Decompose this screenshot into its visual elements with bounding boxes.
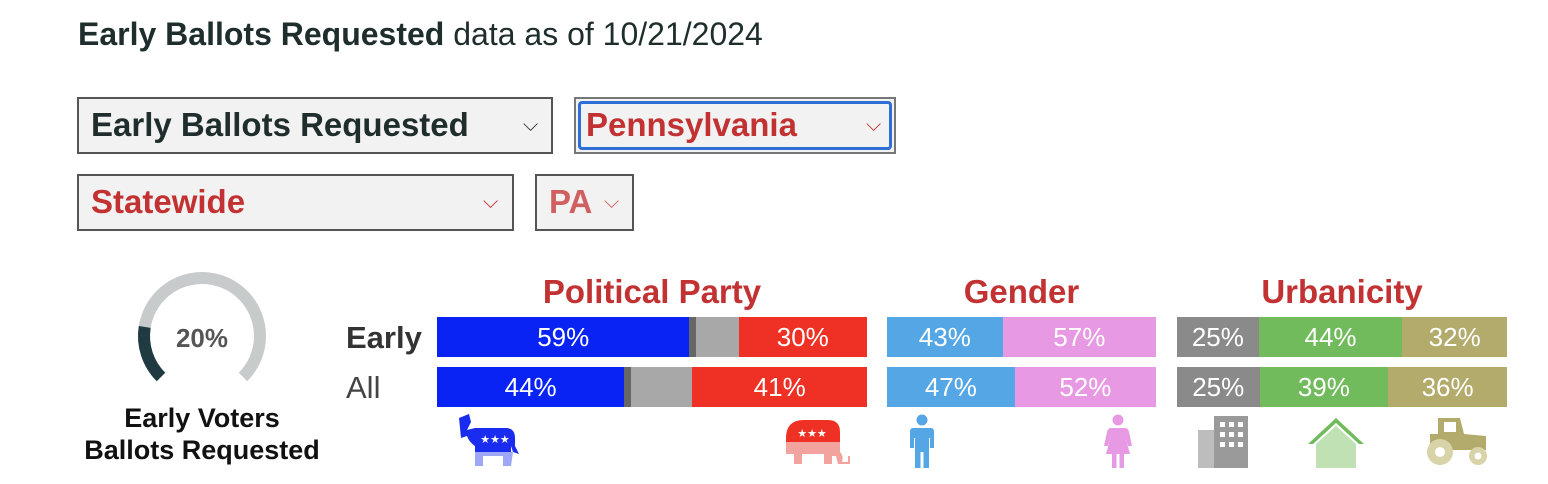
bar-segment-male: 47% — [887, 367, 1015, 407]
chevron-down-icon: ⌵ — [604, 191, 620, 213]
region-select[interactable]: Statewide ⌵ — [77, 174, 514, 231]
party-bar-all: 44% 41% — [437, 367, 867, 407]
svg-text:★★★: ★★★ — [797, 428, 827, 440]
urbanicity-bar-early: 25% 44% 32% — [1177, 317, 1507, 357]
gender-title: Gender — [963, 273, 1080, 310]
bar-segment-suburban: 44% — [1258, 317, 1403, 357]
elephant-icon: ★★★ — [786, 420, 850, 464]
city-icon — [1198, 416, 1248, 468]
row-label-early: Early — [346, 320, 422, 355]
bar-segment-dem: 44% — [437, 367, 625, 407]
gender-bar-early: 43% 57% — [887, 317, 1156, 357]
man-icon — [910, 414, 934, 468]
chevron-down-icon: ⌵ — [483, 191, 499, 213]
gender-bar-all: 47% 52% — [887, 367, 1156, 407]
woman-icon — [1104, 414, 1132, 468]
urbanicity-title: Urbanicity — [1261, 273, 1423, 310]
party-bar-early: 59% 30% — [437, 317, 867, 357]
bar-segment-male: 43% — [887, 317, 1003, 357]
state-select[interactable]: Pennsylvania ⌵ — [574, 97, 896, 154]
bar-segment-urban: 25% — [1177, 367, 1260, 407]
state-code-select[interactable]: PA ⌵ — [535, 174, 634, 231]
gauge-caption-line2: Ballots Requested — [84, 435, 320, 465]
bar-segment-ind — [630, 367, 693, 407]
home-icon — [1308, 418, 1364, 468]
svg-text:★★★: ★★★ — [480, 434, 510, 446]
measure-select-value: Early Ballots Requested — [91, 106, 469, 143]
page-title: Early Ballots Requested data as of 10/21… — [78, 14, 763, 54]
political-party-title: Political Party — [542, 273, 762, 310]
bar-segment-lib — [624, 367, 631, 407]
bar-segment-dem: 59% — [437, 317, 690, 357]
chevron-down-icon: ⌵ — [866, 114, 882, 136]
bar-segment-female: 52% — [1014, 367, 1156, 407]
bar-segment-ind — [695, 317, 739, 357]
gauge-caption-line1: Early Voters — [124, 403, 280, 433]
urbanicity-bar-all: 25% 39% 36% — [1177, 367, 1507, 407]
state-select-value: Pennsylvania — [586, 106, 797, 143]
bar-segment-rural: 36% — [1388, 367, 1507, 407]
state-code-value: PA — [549, 183, 593, 220]
row-label-all: All — [346, 370, 381, 405]
bar-segment-suburban: 39% — [1259, 367, 1389, 407]
bar-segment-urban: 25% — [1177, 317, 1259, 357]
gauge-value: 20% — [176, 323, 228, 353]
early-voters-gauge: 20% — [138, 272, 266, 382]
donkey-icon: ★★★ — [459, 414, 519, 466]
bar-segment-female: 57% — [1002, 317, 1156, 357]
bar-segment-rep: 30% — [738, 317, 867, 357]
tractor-icon — [1427, 418, 1487, 465]
title-date: data as of 10/21/2024 — [444, 16, 763, 52]
chevron-down-icon: ⌵ — [523, 114, 539, 136]
measure-select[interactable]: Early Ballots Requested ⌵ — [77, 97, 553, 154]
region-select-value: Statewide — [91, 183, 246, 220]
title-bold: Early Ballots Requested — [78, 16, 445, 52]
bar-segment-rep: 41% — [692, 367, 867, 407]
gauge-fill — [138, 325, 166, 382]
bar-segment-rural: 32% — [1402, 317, 1507, 357]
bar-segment-lib — [689, 317, 696, 357]
